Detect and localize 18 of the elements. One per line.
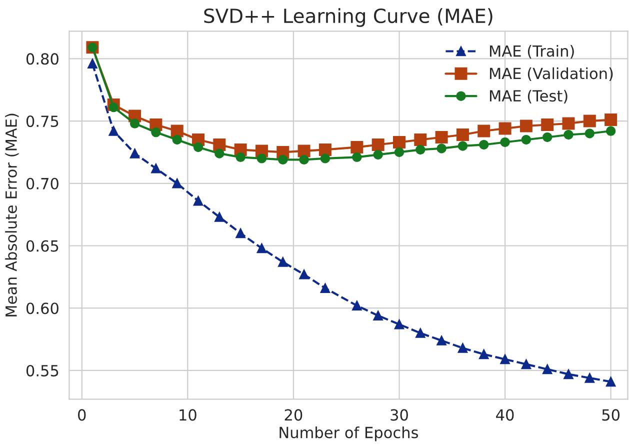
x-tick-label: 30 (390, 409, 408, 421)
x-axis-title: Number of Epochs (280, 426, 418, 442)
x-tick-label: 50 (602, 409, 620, 421)
y-tick-label: 0.55 (26, 364, 58, 377)
x-tick-label: 10 (180, 409, 196, 421)
y-tick-label: 0.65 (26, 240, 58, 252)
y-tick-label: 0.75 (26, 115, 58, 128)
legend-label: MAE (Test) (490, 90, 568, 104)
x-tick-label: 0 (78, 409, 86, 421)
chart-title: SVD++ Learning Curve (MAE) (204, 8, 492, 27)
legend-label: MAE (Validation) (490, 67, 613, 82)
y-tick-label: 0.60 (26, 302, 58, 314)
x-tick-label: 20 (284, 409, 302, 421)
y-tick-label: 0.80 (26, 53, 58, 65)
legend-label: MAE (Train) (490, 44, 574, 59)
y-tick-label: 0.70 (26, 178, 58, 190)
x-tick-label: 40 (496, 409, 514, 421)
y-axis-title: Mean Absolute Error (MAE) (5, 114, 19, 316)
